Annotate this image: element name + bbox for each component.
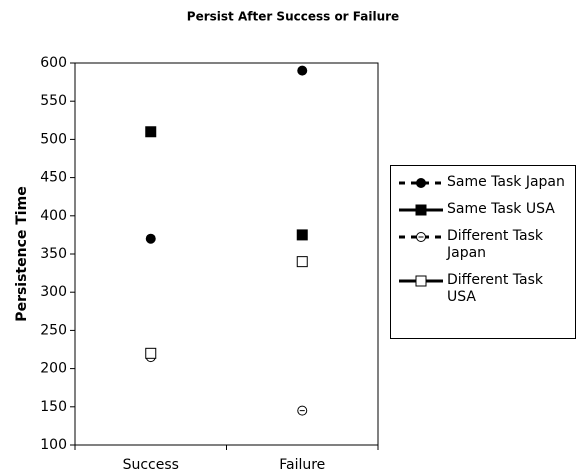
x-tick-label: Success (123, 457, 179, 473)
legend-label: Different Task Japan (447, 228, 544, 261)
marker (416, 178, 426, 188)
plot-area (74, 62, 379, 446)
y-tick-label: 150 (40, 399, 67, 415)
legend-label: Same Task USA (447, 201, 555, 217)
y-tick-label: 350 (40, 246, 67, 262)
legend: Same Task Japan Same Task USA Different Ta… (390, 165, 576, 339)
legend-swatch (399, 178, 443, 188)
legend-swatch (399, 232, 443, 242)
legend-entry: Different Task Japan (395, 228, 571, 262)
marker (415, 204, 427, 216)
marker (145, 347, 157, 359)
x-tick-label: Failure (279, 457, 325, 473)
marker (296, 256, 308, 268)
legend-swatch (399, 204, 443, 216)
marker (415, 275, 427, 287)
marker (297, 65, 308, 76)
y-axis-label: Persistence Time (14, 186, 30, 321)
legend-entry: Different Task USA (395, 272, 571, 306)
marker (296, 229, 308, 241)
chart-title: Persist After Success or Failure (187, 10, 399, 24)
marker (145, 233, 156, 244)
y-tick-label: 450 (40, 170, 67, 186)
y-tick-label: 400 (40, 208, 67, 224)
y-tick-label: 600 (40, 55, 67, 71)
marker (145, 126, 157, 138)
y-tick-label: 300 (40, 284, 67, 300)
legend-entry: Same Task USA (395, 201, 571, 218)
y-tick-label: 550 (40, 93, 67, 109)
legend-label: Different Task USA (447, 272, 544, 305)
y-tick-label: 100 (40, 437, 67, 453)
legend-entry: Same Task Japan (395, 174, 571, 191)
legend-swatch (399, 275, 443, 287)
y-tick-label: 200 (40, 361, 67, 377)
legend-label: Same Task Japan (447, 174, 565, 190)
y-tick-label: 250 (40, 322, 67, 338)
y-tick-label: 500 (40, 131, 67, 147)
